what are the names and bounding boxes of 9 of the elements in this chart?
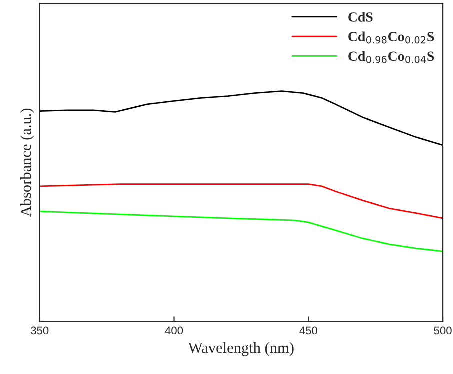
x-tick-label: 500 <box>434 326 452 335</box>
x-axis-title: Wavelength (nm) <box>188 342 294 356</box>
x-tick-label: 350 <box>31 326 49 335</box>
y-axis-title: Absorbance (a.u.) <box>20 108 34 218</box>
legend-label: Cd$_{0.96}$Co$_{0.04}$S <box>348 51 434 64</box>
legend-label: CdS <box>348 12 373 22</box>
x-tick-label: 450 <box>300 326 318 335</box>
x-tick-label: 400 <box>165 326 184 335</box>
legend-label: Cd$_{0.98}$Co$_{0.02}$S <box>348 32 434 44</box>
